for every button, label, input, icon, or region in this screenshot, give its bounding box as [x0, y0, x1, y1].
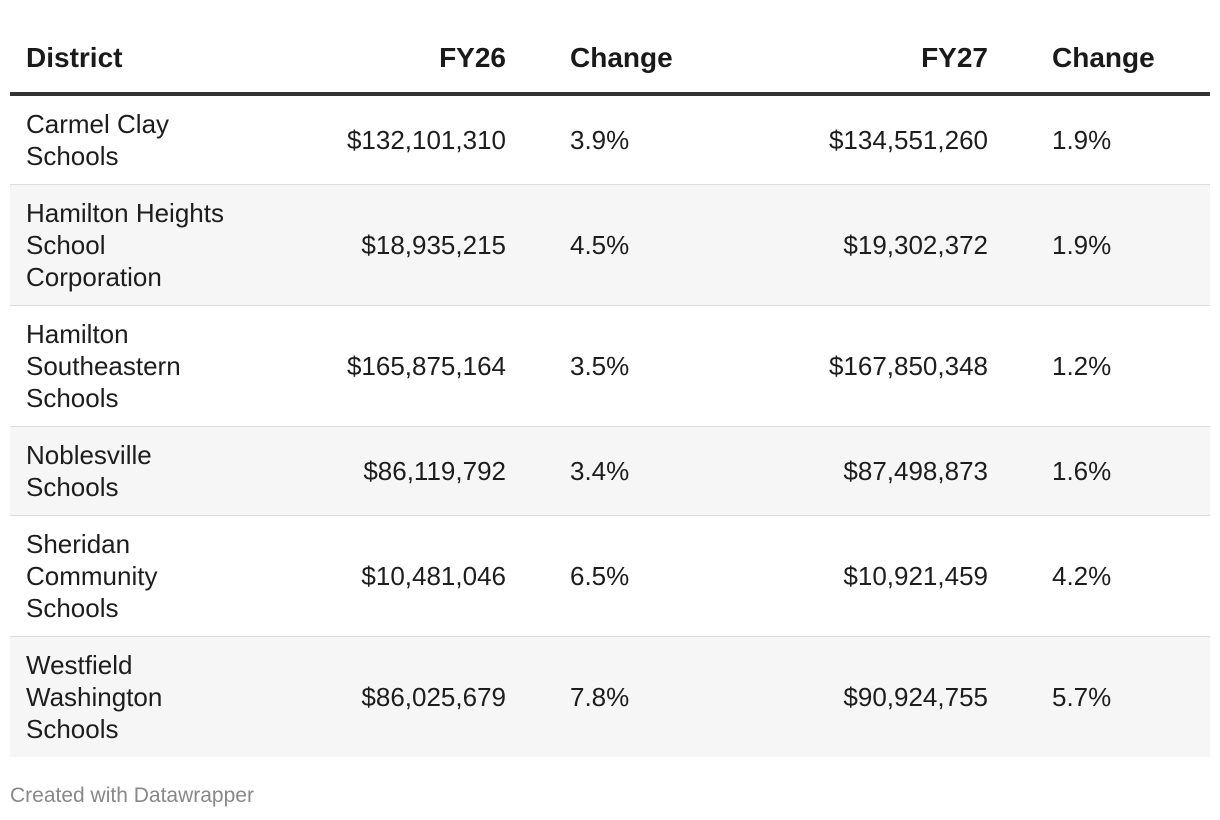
cell-fy26-change: 3.5%	[506, 305, 706, 427]
cell-fy27-change: 4.2%	[988, 515, 1210, 637]
header-fy26-change: Change	[506, 28, 706, 96]
cell-district: Noblesville Schools	[10, 426, 236, 516]
cell-fy27: $167,850,348	[706, 305, 988, 427]
cell-fy27: $134,551,260	[706, 94, 988, 185]
cell-fy27: $19,302,372	[706, 184, 988, 306]
table-row: Carmel Clay Schools $132,101,310 3.9% $1…	[10, 94, 1210, 185]
cell-district: Hamilton Southeastern Schools	[10, 305, 236, 427]
cell-fy27: $10,921,459	[706, 515, 988, 637]
table-row: Westfield Washington Schools $86,025,679…	[10, 636, 1210, 757]
cell-district: Carmel Clay Schools	[10, 94, 236, 185]
table-header-row: District FY26 Change FY27 Change	[10, 28, 1210, 96]
table-row: Hamilton Southeastern Schools $165,875,1…	[10, 305, 1210, 427]
cell-district: Hamilton Heights School Corporation	[10, 184, 236, 306]
cell-fy26-change: 3.9%	[506, 94, 706, 185]
header-fy27-change: Change	[988, 28, 1210, 96]
cell-fy26: $86,119,792	[236, 426, 506, 516]
table-row: Sheridan Community Schools $10,481,046 6…	[10, 515, 1210, 637]
cell-district: Westfield Washington Schools	[10, 636, 236, 757]
cell-fy26: $10,481,046	[236, 515, 506, 637]
cell-fy27-change: 1.9%	[988, 184, 1210, 306]
cell-fy27-change: 1.2%	[988, 305, 1210, 427]
cell-fy27-change: 5.7%	[988, 636, 1210, 757]
cell-fy27: $90,924,755	[706, 636, 988, 757]
cell-fy26-change: 4.5%	[506, 184, 706, 306]
header-fy27: FY27	[706, 28, 988, 96]
table-row: Hamilton Heights School Corporation $18,…	[10, 184, 1210, 306]
cell-fy26: $18,935,215	[236, 184, 506, 306]
header-district: District	[10, 28, 236, 96]
cell-fy26-change: 3.4%	[506, 426, 706, 516]
cell-fy27-change: 1.9%	[988, 94, 1210, 185]
cell-fy26-change: 6.5%	[506, 515, 706, 637]
data-table-container: District FY26 Change FY27 Change Carmel …	[10, 28, 1210, 757]
cell-fy26-change: 7.8%	[506, 636, 706, 757]
cell-fy26: $165,875,164	[236, 305, 506, 427]
cell-fy27-change: 1.6%	[988, 426, 1210, 516]
cell-district: Sheridan Community Schools	[10, 515, 236, 637]
district-funding-table: District FY26 Change FY27 Change Carmel …	[10, 28, 1210, 757]
cell-fy26: $86,025,679	[236, 636, 506, 757]
cell-fy27: $87,498,873	[706, 426, 988, 516]
header-fy26: FY26	[236, 28, 506, 96]
datawrapper-credit: Created with Datawrapper	[10, 784, 254, 807]
table-row: Noblesville Schools $86,119,792 3.4% $87…	[10, 426, 1210, 516]
cell-fy26: $132,101,310	[236, 94, 506, 185]
